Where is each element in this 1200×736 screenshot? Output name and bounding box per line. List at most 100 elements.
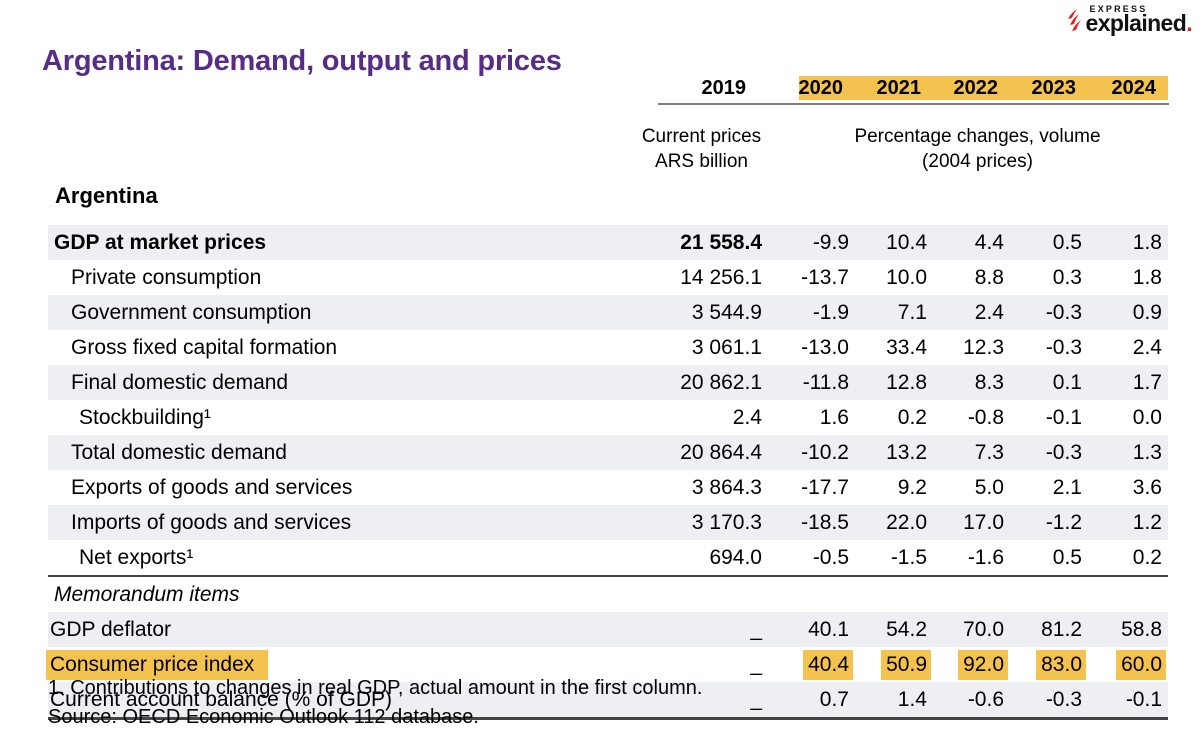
subheader-current-prices: Current prices ARS billion (608, 100, 768, 225)
year-header-2024: 2024 (1088, 76, 1168, 100)
value-cell: 17.0 (933, 505, 1010, 540)
value-cell: 0.5 (1052, 545, 1082, 569)
value-cell: 1.8 (1088, 225, 1168, 260)
value-cell: 92.0 (933, 647, 1010, 682)
row-label: Current account balance (% of GDP) (48, 682, 608, 720)
subheader-percentage-changes: Percentage changes, volume (2004 prices) (768, 100, 1168, 225)
country-label: Argentina (55, 183, 158, 208)
value-cell: 60.0 (1088, 647, 1168, 682)
highlighted-value: 83.0 (1036, 649, 1086, 680)
value-cell: 3 170.3 (608, 505, 768, 540)
highlighted-value: 92.0 (958, 649, 1008, 680)
value-cell: -0.5 (812, 545, 849, 569)
value-cell: 70.0 (933, 612, 1010, 647)
value-cell: 22.0 (855, 505, 933, 540)
value-cell: 7.1 (855, 295, 933, 330)
value-cell: _ (608, 682, 768, 720)
table-row-total-domestic-demand: Total domestic demand 20 864.4 -10.2 13.… (48, 435, 1168, 470)
table-row-gdp: GDP at market prices 21 558.4 -9.9 10.4 … (48, 225, 1168, 260)
row-label: Private consumption (71, 265, 262, 289)
table-row-consumer-price-index: Consumer price index _ 40.4 50.9 92.0 83… (46, 647, 1168, 682)
table-row-private-consumption: Private consumption 14 256.1 -13.7 10.0 … (48, 260, 1168, 295)
value-cell: -18.5 (768, 505, 855, 540)
value-cell: 1.8 (1132, 265, 1162, 289)
value-cell: 40.1 (768, 612, 855, 647)
value-cell: -0.3 (1045, 335, 1082, 359)
value-cell: 0.7 (768, 682, 855, 720)
express-explained-logo: EXPRESS explained. (1064, 5, 1193, 38)
value-cell: 2.4 (1132, 335, 1162, 359)
subheader-line: ARS billion (655, 151, 748, 172)
express-logo-main-text: explained. (1085, 10, 1193, 36)
value-cell: 0.2 (1132, 545, 1162, 569)
value-cell: 0.1 (1010, 365, 1088, 400)
table-row-final-domestic-demand: Final domestic demand 20 862.1 -11.8 12.… (48, 365, 1168, 400)
footnotes: 1. Contributions to changes in real GDP,… (48, 674, 702, 732)
value-cell: 50.9 (855, 647, 933, 682)
value-cell: 1.4 (855, 682, 933, 720)
memorandum-items-row: Memorandum items (48, 575, 1168, 612)
value-cell: 13.2 (855, 435, 933, 470)
value-cell: 3 544.9 (608, 295, 768, 330)
year-header-2019: 2019 (701, 76, 747, 99)
row-label: Consumer price index (46, 647, 608, 682)
subheader-line: Current prices (641, 126, 762, 147)
row-label: GDP at market prices (48, 225, 608, 260)
value-cell: 5.0 (974, 475, 1004, 499)
value-cell: 1.3 (1088, 435, 1168, 470)
table-row-current-account: Current account balance (% of GDP) _ 0.7… (48, 682, 1168, 720)
highlighted-value: 50.9 (881, 649, 931, 680)
value-cell: 0.9 (1088, 295, 1168, 330)
value-cell: 54.2 (855, 612, 933, 647)
year-header-2021: 2021 (855, 76, 933, 100)
value-cell: 3.6 (1132, 475, 1162, 499)
memorandum-items-label: Memorandum items (48, 575, 1168, 612)
value-cell: 1.2 (1088, 505, 1168, 540)
table-row-exports: Exports of goods and services 3 864.3 -1… (48, 470, 1168, 505)
express-logo-text: EXPRESS explained. (1085, 5, 1193, 36)
table-row-government-consumption: Government consumption 3 544.9 -1.9 7.1 … (48, 295, 1168, 330)
empty-corner-cell (48, 76, 608, 100)
footnote-contributions: 1. Contributions to changes in real GDP,… (48, 677, 703, 699)
value-cell: -0.1 (1045, 405, 1082, 429)
year-header-2023: 2023 (1010, 76, 1088, 100)
value-cell: -1.9 (768, 295, 855, 330)
value-cell: -0.1 (1088, 682, 1168, 720)
value-cell: 9.2 (897, 475, 927, 499)
table-row-imports: Imports of goods and services 3 170.3 -1… (48, 505, 1168, 540)
table-row-gdp-deflator: GDP deflator _ 40.1 54.2 70.0 81.2 58.8 (48, 612, 1168, 647)
value-cell: 3 864.3 (691, 475, 762, 499)
value-cell: -13.0 (801, 335, 849, 359)
value-cell: _ (608, 612, 768, 647)
year-header-2022: 2022 (933, 76, 1010, 100)
value-cell: 40.4 (768, 647, 855, 682)
highlighted-label: Consumer price index (46, 649, 269, 680)
value-cell: -0.3 (1010, 295, 1088, 330)
value-cell: 7.3 (933, 435, 1010, 470)
value-cell: 2.4 (732, 405, 762, 429)
value-cell: -0.3 (1010, 682, 1088, 720)
year-header-row: 2019 2020 2021 2022 2023 2024 (48, 76, 1168, 100)
value-cell: 1.7 (1088, 365, 1168, 400)
value-cell: -1.2 (1010, 505, 1088, 540)
value-cell: -10.2 (768, 435, 855, 470)
value-cell: -0.6 (933, 682, 1010, 720)
value-cell: 8.8 (974, 265, 1004, 289)
value-cell: 10.0 (886, 265, 927, 289)
table-row-stockbuilding: Stockbuilding¹ 2.4 1.6 0.2 -0.8 -0.1 0.0 (48, 400, 1168, 435)
value-cell: -1.5 (890, 545, 927, 569)
value-cell: 2.4 (933, 295, 1010, 330)
highlighted-value: 40.4 (803, 649, 853, 680)
row-label: Stockbuilding¹ (79, 405, 211, 429)
value-cell: 33.4 (886, 335, 927, 359)
value-cell: 2.1 (1052, 475, 1082, 499)
value-cell: -13.7 (801, 265, 849, 289)
economic-table: 2019 2020 2021 2022 2023 2024 Argentina … (46, 76, 1168, 720)
row-label: Government consumption (48, 295, 608, 330)
value-cell: 694.0 (709, 545, 762, 569)
row-label: Exports of goods and services (71, 475, 353, 499)
value-cell: 58.8 (1088, 612, 1168, 647)
subheader-row: Argentina Current prices ARS billion Per… (48, 100, 1168, 225)
value-cell: 1.6 (819, 405, 849, 429)
